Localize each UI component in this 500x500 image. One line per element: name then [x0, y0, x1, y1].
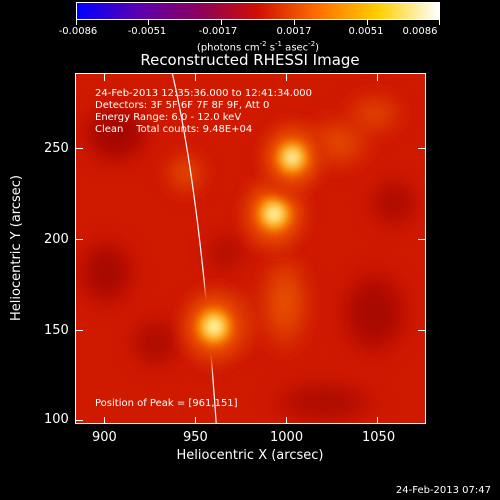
units-text: asec: [282, 42, 309, 54]
info-total-counts: Clean Total counts: 9.48E+04: [95, 124, 253, 135]
colorbar-tick: [76, 20, 77, 25]
colorbar: [76, 2, 440, 20]
colorbar-ticks: [76, 20, 440, 28]
sources-layer: [169, 111, 334, 377]
peak-position: Position of Peak = [961,151]: [95, 398, 238, 409]
colorbar-tick: [148, 20, 149, 25]
colorbar-units: (photons cm-2 s-1 asec-2): [197, 41, 319, 53]
x-axis-label: Heliocentric X (arcsec): [176, 448, 324, 463]
colorbar-tick-label: 0.0051: [348, 26, 384, 37]
x-axis-tick: [104, 417, 105, 424]
colorbar-tick-label: 0.0086: [402, 26, 438, 37]
x-tick-label: 1000: [270, 430, 304, 445]
y-tick-label: 100: [44, 412, 69, 427]
info-energy-range: Energy Range: 6.0 - 12.0 keV: [95, 112, 242, 123]
units-text: s: [266, 42, 276, 54]
xray-source: [266, 130, 319, 185]
units-exponent: -1: [275, 40, 283, 48]
plot-title: Reconstructed RHESSI Image: [140, 51, 360, 69]
colorbar-tick: [367, 20, 368, 25]
x-axis-tick: [286, 417, 287, 424]
units-text: (photons cm: [196, 42, 260, 54]
units-text: ): [315, 42, 320, 54]
units-exponent: -2: [259, 40, 267, 48]
xray-source: [186, 297, 242, 356]
colorbar-tick: [294, 20, 295, 25]
colorbar-tick-label: -0.0017: [198, 26, 238, 37]
x-axis-tick: [377, 417, 378, 424]
y-axis-tick: [418, 148, 425, 149]
colorbar-tick-label: -0.0051: [127, 26, 167, 37]
colorbar-tick-label: 0.0017: [276, 26, 312, 37]
x-axis-tick: [286, 74, 287, 81]
footer-date: 24-Feb-2013 07:47: [395, 485, 491, 496]
x-axis-tick: [377, 74, 378, 81]
x-axis-tick: [104, 74, 105, 81]
y-tick-label: 150: [44, 323, 69, 338]
info-time-range: 24-Feb-2013 12:35:36.000 to 12:41:34.000: [95, 88, 313, 99]
x-axis-tick: [195, 74, 196, 81]
info-detectors: Detectors: 3F 5F 6F 7F 8F 9F, Att 0: [95, 100, 270, 111]
heatmap-svg: [76, 74, 425, 423]
y-axis-tick: [418, 239, 425, 240]
colorbar-gradient: [77, 3, 439, 19]
y-axis-tick: [76, 420, 83, 421]
colorbar-tick: [439, 20, 440, 25]
colorbar-tick: [221, 20, 222, 25]
image-plot: 24-Feb-2013 12:35:36.000 to 12:41:34.000…: [75, 73, 426, 424]
y-tick-label: 200: [44, 232, 69, 247]
y-axis-tick: [76, 239, 83, 240]
x-tick-label: 900: [92, 430, 117, 445]
y-axis-label: Heliocentric Y (arcsec): [9, 175, 24, 321]
x-tick-label: 950: [183, 430, 208, 445]
background-texture: [76, 88, 425, 423]
x-axis-tick: [195, 417, 196, 424]
y-axis-tick: [76, 148, 83, 149]
x-tick-label: 1050: [362, 430, 396, 445]
y-axis-tick: [418, 330, 425, 331]
y-axis-tick: [76, 330, 83, 331]
units-exponent: -2: [308, 40, 316, 48]
y-tick-label: 250: [44, 141, 69, 156]
colorbar-tick-label: -0.0086: [58, 26, 98, 37]
